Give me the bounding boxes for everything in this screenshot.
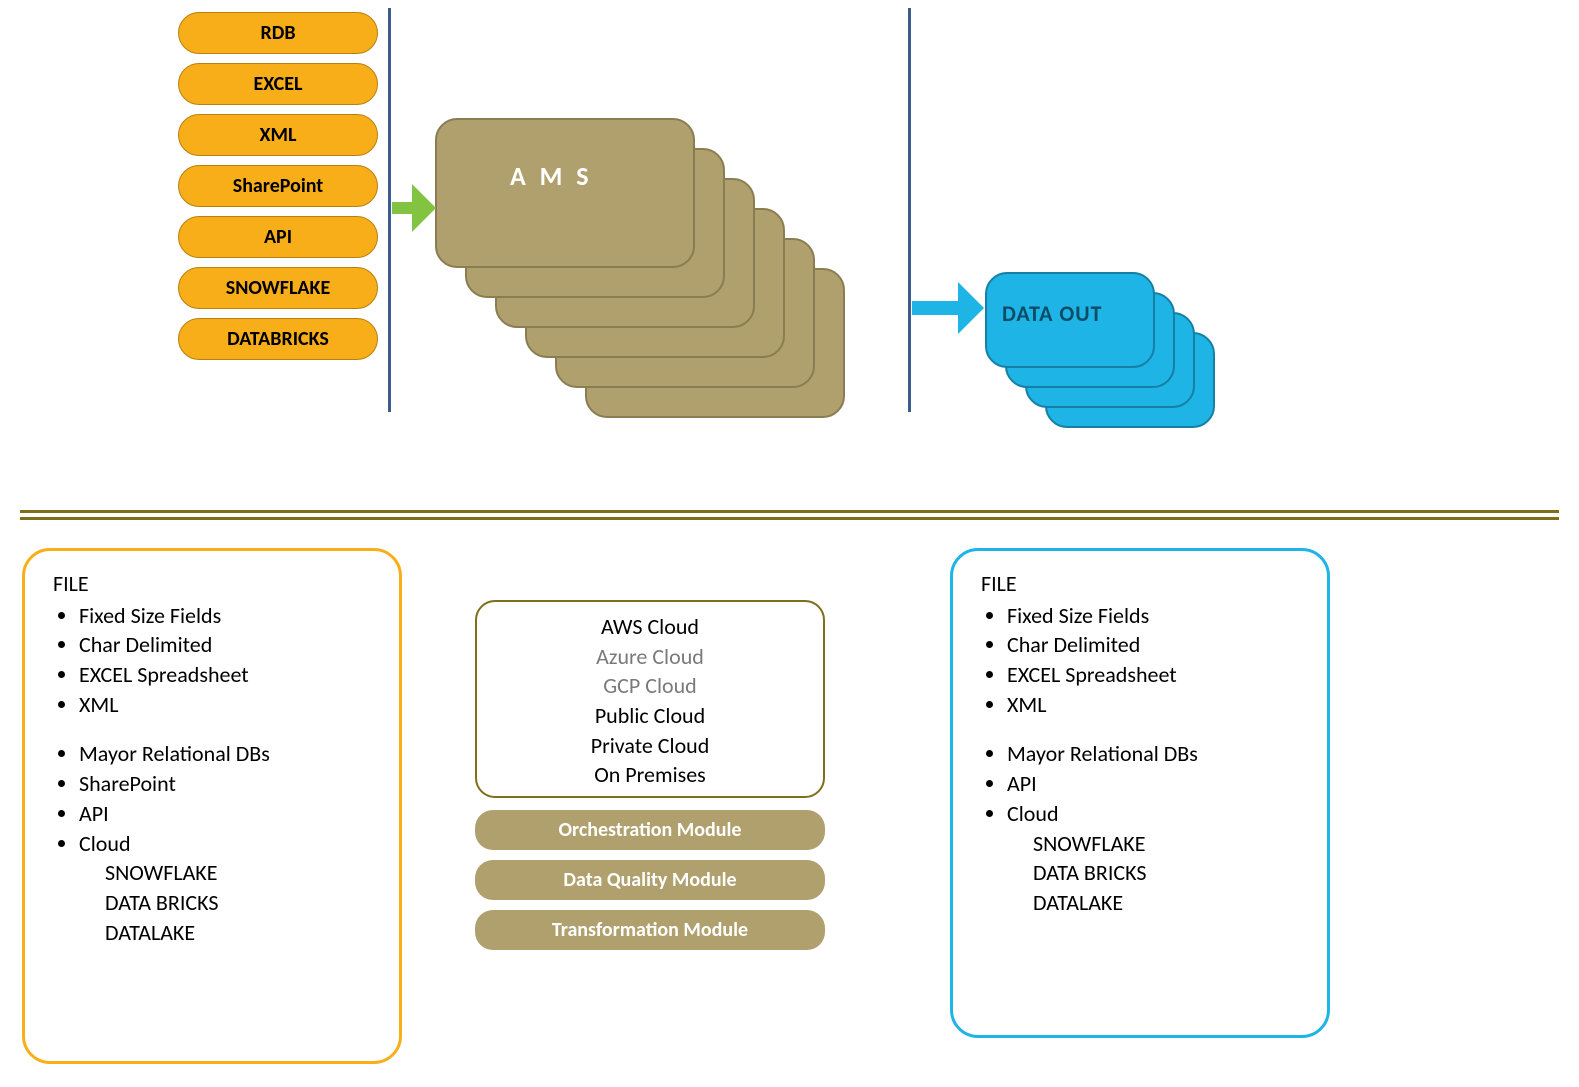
- source-pill-xml: XML: [178, 114, 378, 156]
- left-panel-g2-2: API: [79, 799, 375, 829]
- source-pill-rdb: RDB: [178, 12, 378, 54]
- right-panel-g1-3: XML: [1007, 690, 1303, 720]
- diagram-canvas: RDBEXCELXMLSharePointAPISNOWFLAKEDATABRI…: [0, 0, 1579, 1087]
- left-panel-g2-0: Mayor Relational DBs: [79, 739, 375, 769]
- module-pill-0: Orchestration Module: [475, 810, 825, 850]
- right-panel-heading: FILE: [981, 569, 1303, 599]
- module-pill-2: Transformation Module: [475, 910, 825, 950]
- cloud-item-2: GCP Cloud: [477, 671, 823, 701]
- cloud-item-3: Public Cloud: [477, 701, 823, 731]
- left-panel-sub-1: DATA BRICKS: [105, 888, 375, 918]
- arrow-in-shaft: [392, 202, 414, 214]
- vline2: [908, 8, 911, 412]
- right-panel: FILEFixed Size FieldsChar DelimitedEXCEL…: [950, 548, 1330, 1038]
- left-panel-g1-0: Fixed Size Fields: [79, 601, 375, 631]
- ams-label: A M S: [510, 160, 593, 192]
- arrow-out-head: [958, 282, 984, 334]
- horizontal-separator: [20, 510, 1559, 520]
- right-panel-g1-0: Fixed Size Fields: [1007, 601, 1303, 631]
- source-pill-databricks: DATABRICKS: [178, 318, 378, 360]
- right-panel-g1-2: EXCEL Spreadsheet: [1007, 660, 1303, 690]
- left-panel-g1-1: Char Delimited: [79, 630, 375, 660]
- right-panel-sub-1: DATA BRICKS: [1033, 858, 1303, 888]
- left-panel-g2-3: Cloud: [79, 829, 375, 859]
- left-panel-g1-2: EXCEL Spreadsheet: [79, 660, 375, 690]
- right-panel-g1-1: Char Delimited: [1007, 630, 1303, 660]
- source-pill-snowflake: SNOWFLAKE: [178, 267, 378, 309]
- left-panel-g2-1: SharePoint: [79, 769, 375, 799]
- ams-card-0: [435, 118, 695, 268]
- right-panel-g2-0: Mayor Relational DBs: [1007, 739, 1303, 769]
- left-panel-sub-0: SNOWFLAKE: [105, 858, 375, 888]
- left-panel: FILEFixed Size FieldsChar DelimitedEXCEL…: [22, 548, 402, 1064]
- right-panel-sub-0: SNOWFLAKE: [1033, 829, 1303, 859]
- cloud-item-5: On Premises: [477, 760, 823, 790]
- source-pill-sharepoint: SharePoint: [178, 165, 378, 207]
- left-panel-heading: FILE: [53, 569, 375, 599]
- vline1: [388, 8, 391, 412]
- cloud-item-1: Azure Cloud: [477, 642, 823, 672]
- module-pill-1: Data Quality Module: [475, 860, 825, 900]
- source-pill-api: API: [178, 216, 378, 258]
- cloud-box: AWS CloudAzure CloudGCP CloudPublic Clou…: [475, 600, 825, 798]
- cloud-item-4: Private Cloud: [477, 731, 823, 761]
- right-panel-g2-1: API: [1007, 769, 1303, 799]
- right-panel-sub-2: DATALAKE: [1033, 888, 1303, 918]
- cloud-item-0: AWS Cloud: [477, 612, 823, 642]
- arrow-in-head: [412, 184, 436, 232]
- right-panel-g2-2: Cloud: [1007, 799, 1303, 829]
- arrow-out-shaft: [912, 301, 960, 315]
- left-panel-sub-2: DATALAKE: [105, 918, 375, 948]
- data-out-label: DATA OUT: [1002, 300, 1103, 327]
- source-pill-excel: EXCEL: [178, 63, 378, 105]
- left-panel-g1-3: XML: [79, 690, 375, 720]
